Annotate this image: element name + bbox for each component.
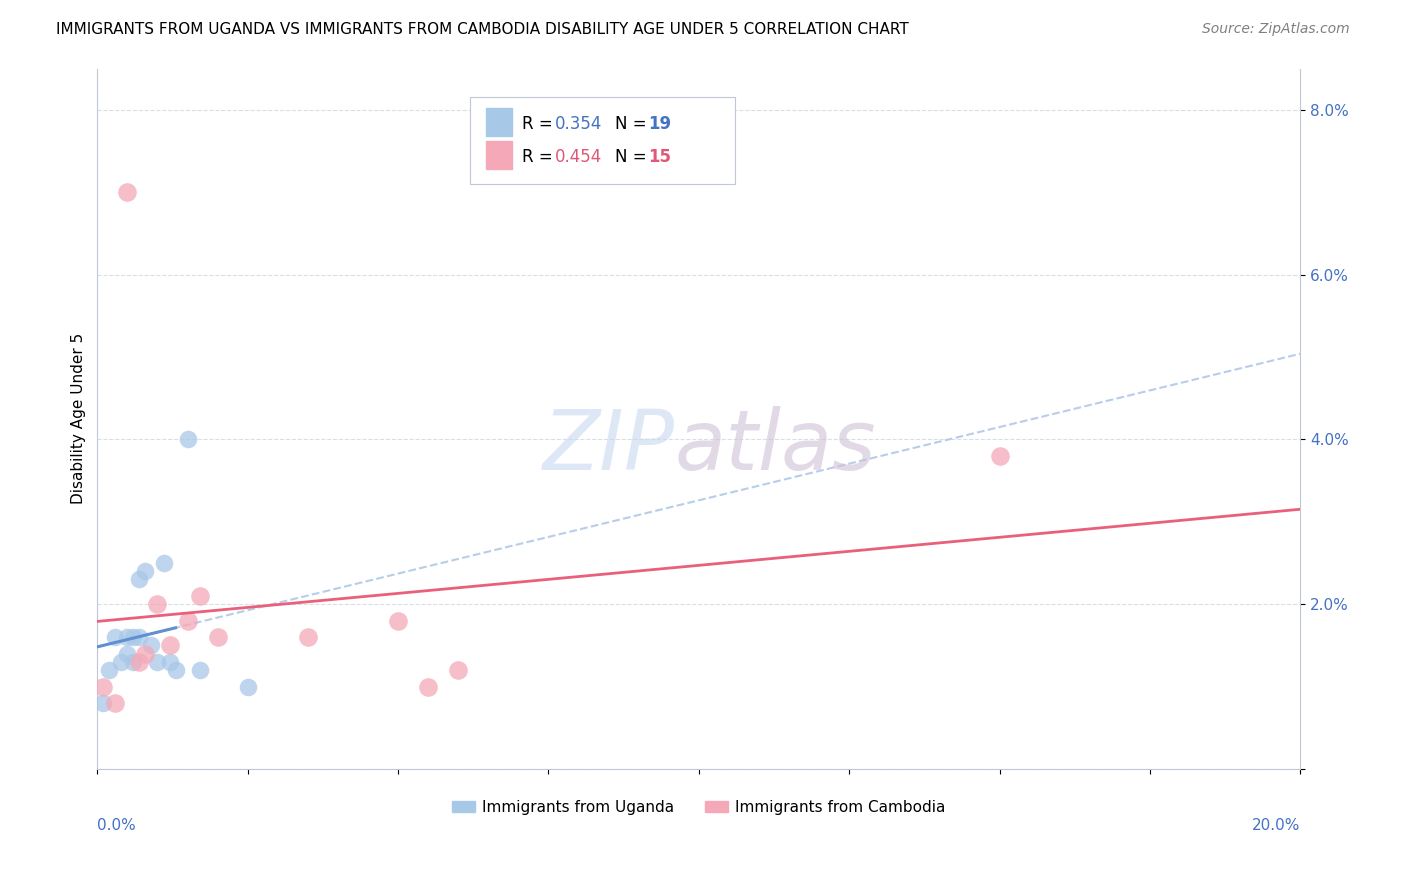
Point	[159, 655, 181, 669]
FancyBboxPatch shape	[470, 96, 735, 184]
Point	[297, 630, 319, 644]
Text: atlas: atlas	[675, 406, 876, 487]
Point	[207, 630, 229, 644]
Point	[128, 655, 150, 669]
Point	[236, 680, 259, 694]
Point	[988, 449, 1011, 463]
Point	[134, 564, 156, 578]
Point	[128, 630, 150, 644]
Point	[159, 638, 181, 652]
Bar	[486, 109, 512, 136]
Point	[122, 655, 145, 669]
Text: R =: R =	[522, 115, 558, 134]
Point	[146, 597, 169, 611]
Point	[141, 638, 163, 652]
Legend: Immigrants from Uganda, Immigrants from Cambodia: Immigrants from Uganda, Immigrants from …	[446, 794, 952, 821]
Point	[176, 433, 198, 447]
Text: N =: N =	[614, 115, 651, 134]
Point	[146, 655, 169, 669]
Point	[93, 696, 115, 710]
Text: R =: R =	[522, 148, 558, 166]
Text: 0.0%: 0.0%	[97, 818, 136, 833]
Bar	[486, 141, 512, 169]
Point	[128, 573, 150, 587]
Point	[447, 663, 470, 677]
Point	[117, 647, 139, 661]
Point	[93, 680, 115, 694]
Text: IMMIGRANTS FROM UGANDA VS IMMIGRANTS FROM CAMBODIA DISABILITY AGE UNDER 5 CORREL: IMMIGRANTS FROM UGANDA VS IMMIGRANTS FRO…	[56, 22, 910, 37]
Point	[176, 614, 198, 628]
Point	[134, 647, 156, 661]
Text: 0.354: 0.354	[554, 115, 602, 134]
Point	[110, 655, 132, 669]
Point	[188, 663, 211, 677]
Point	[122, 630, 145, 644]
Point	[117, 630, 139, 644]
Point	[98, 663, 121, 677]
Point	[165, 663, 187, 677]
Point	[152, 556, 174, 570]
Point	[117, 185, 139, 199]
Point	[188, 589, 211, 603]
Point	[104, 696, 127, 710]
Text: 20.0%: 20.0%	[1251, 818, 1301, 833]
Point	[104, 630, 127, 644]
Y-axis label: Disability Age Under 5: Disability Age Under 5	[72, 333, 86, 504]
Point	[418, 680, 440, 694]
Text: 15: 15	[648, 148, 671, 166]
Text: Source: ZipAtlas.com: Source: ZipAtlas.com	[1202, 22, 1350, 37]
Point	[387, 614, 409, 628]
Text: ZIP: ZIP	[543, 406, 675, 487]
Text: 0.454: 0.454	[554, 148, 602, 166]
Text: 19: 19	[648, 115, 672, 134]
Text: N =: N =	[614, 148, 651, 166]
